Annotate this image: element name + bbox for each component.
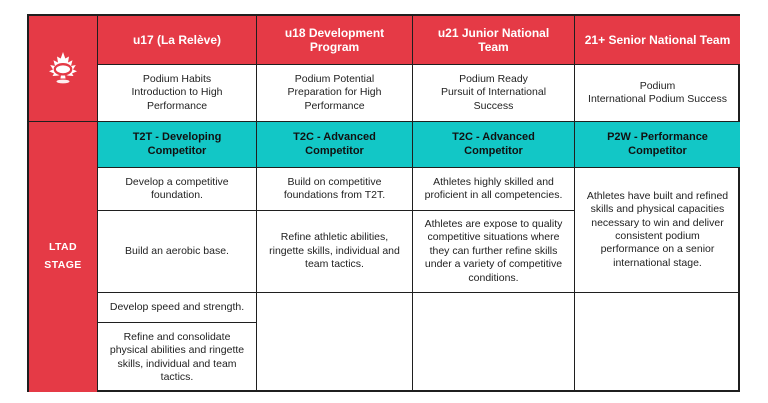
logo-cell <box>29 16 98 122</box>
u18-detail-2: Refine athletic abilities, ringette skil… <box>257 211 413 293</box>
stage-u21: T2C - Advanced Competitor <box>413 122 575 168</box>
u17-detail-4: Refine and consolidate physical abilitie… <box>98 323 257 392</box>
u17-detail-2: Build an aerobic base. <box>98 211 257 293</box>
header-u21: u21 Junior National Team <box>413 16 575 65</box>
u17-detail-3: Develop speed and strength. <box>98 293 257 323</box>
stage-21plus: P2W - Performance Competitor <box>575 122 740 168</box>
ltad-table: u17 (La Relève) u18 Development Program … <box>27 14 740 392</box>
maple-leaf-ring-logo-icon <box>49 51 77 83</box>
goal-21plus: Podium International Podium Success <box>575 65 740 122</box>
stage-u17: T2T - Developing Competitor <box>98 122 257 168</box>
u18-detail-1: Build on competitive foundations from T2… <box>257 168 413 211</box>
stage-u18: T2C - Advanced Competitor <box>257 122 413 168</box>
goal-u21: Podium Ready Pursuit of International Su… <box>413 65 575 122</box>
u18-empty <box>257 293 413 392</box>
header-u17: u17 (La Relève) <box>98 16 257 65</box>
u21-detail-2: Athletes are expose to quality competiti… <box>413 211 575 293</box>
senior-empty <box>575 293 740 392</box>
ltad-stage-label: LTAD STAGE <box>29 122 98 392</box>
header-21plus: 21+ Senior National Team <box>575 16 740 65</box>
goal-u18: Podium Potential Preparation for High Pe… <box>257 65 413 122</box>
header-u18: u18 Development Program <box>257 16 413 65</box>
u21-detail-1: Athletes highly skilled and proficient i… <box>413 168 575 211</box>
u21-empty <box>413 293 575 392</box>
u17-detail-1: Develop a competitive foundation. <box>98 168 257 211</box>
goal-u17: Podium Habits Introduction to High Perfo… <box>98 65 257 122</box>
senior-detail-1: Athletes have built and refined skills a… <box>575 168 740 293</box>
